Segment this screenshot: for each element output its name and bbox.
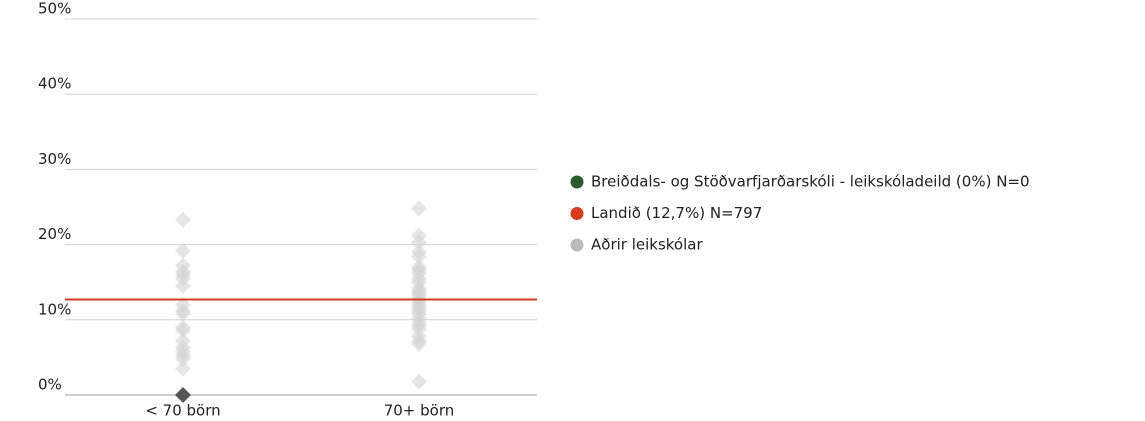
legend-label: Breiðdals- og Stöðvarfjarðarskóli - leik…	[591, 173, 1030, 191]
other-point	[411, 248, 427, 265]
legend-marker	[570, 207, 584, 220]
other-point	[411, 373, 427, 390]
y-tick-label: 0%	[38, 376, 62, 394]
other-point	[175, 277, 191, 294]
x-tick-label: 70+ börn	[384, 402, 455, 420]
legend-marker	[570, 175, 584, 189]
other-point	[411, 234, 427, 251]
legend-marker	[570, 238, 584, 252]
y-tick-label: 50%	[38, 0, 71, 18]
other-point	[175, 350, 191, 367]
legend-label: Aðrir leikskólar	[591, 236, 703, 254]
legend: Breiðdals- og Stöðvarfjarðarskóli - leik…	[570, 173, 1030, 254]
highlight-point	[175, 387, 191, 403]
other-point	[175, 360, 191, 377]
other-point	[411, 335, 427, 352]
legend-label: Landið (12,7%) N=797	[591, 204, 762, 222]
y-tick-label: 30%	[38, 150, 71, 168]
x-tick-label: < 70 börn	[145, 402, 220, 420]
y-tick-label: 10%	[38, 300, 71, 318]
y-tick-label: 20%	[38, 225, 71, 243]
other-point	[175, 322, 191, 339]
other-point	[175, 242, 191, 259]
other-point	[175, 305, 191, 322]
other-point	[175, 211, 191, 228]
y-tick-label: 40%	[38, 75, 71, 93]
other-point	[411, 200, 427, 217]
